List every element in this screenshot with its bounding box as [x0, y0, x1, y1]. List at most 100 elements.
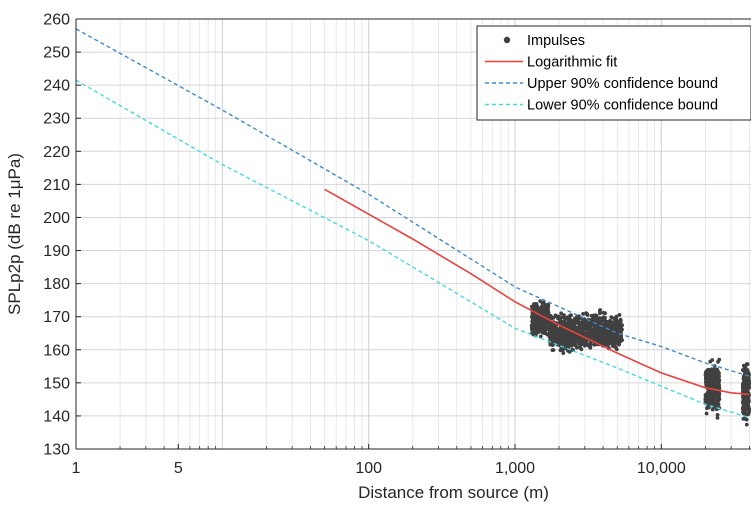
impulse-point: [601, 335, 605, 340]
impulse-point: [549, 326, 553, 331]
impulse-point: [579, 347, 584, 352]
impulse-point: [559, 335, 564, 340]
impulse-point: [592, 342, 597, 347]
impulse-point: [708, 402, 713, 407]
y-tick-label: 200: [43, 210, 70, 227]
impulse-point: [586, 320, 590, 325]
axes: 130 140 150 160 170 180 190 200 210 220 230 240 250 2…: [43, 12, 751, 477]
impulse-point: [609, 315, 614, 319]
impulse-point: [704, 411, 709, 416]
impulse-point: [717, 383, 721, 387]
impulse-point: [710, 390, 715, 394]
impulse-point: [745, 368, 750, 372]
impulse-point: [576, 329, 581, 334]
impulse-point: [746, 411, 751, 416]
impulse-point: [597, 319, 601, 324]
impulse-point: [549, 337, 554, 342]
impulse-point: [546, 305, 551, 310]
x-tick-label: 5: [174, 460, 183, 477]
y-tick-label: 180: [43, 276, 70, 293]
impulse-point: [556, 342, 561, 346]
impulse-point: [710, 407, 715, 412]
impulse-point: [742, 374, 746, 378]
impulse-point: [594, 331, 599, 336]
impulse-point: [537, 324, 541, 329]
impulse-point: [556, 335, 561, 340]
impulse-point: [617, 313, 622, 317]
impulse-point: [598, 328, 603, 333]
x-tick-label: 100: [355, 460, 382, 477]
impulse-point: [743, 364, 747, 368]
impulse-point: [605, 320, 610, 325]
impulse-point: [588, 342, 593, 346]
impulse-point: [553, 334, 558, 339]
impulse-point: [710, 370, 714, 375]
impulse-point: [617, 342, 621, 347]
impulse-point: [580, 327, 584, 331]
impulse-point: [613, 335, 618, 339]
y-tick-label: 190: [43, 243, 70, 260]
impulse-point: [614, 320, 619, 324]
impulse-point: [742, 416, 747, 421]
impulse-point: [742, 383, 747, 388]
impulse-point: [705, 382, 709, 387]
impulse-point: [594, 335, 598, 340]
lower-bound-line: [75, 79, 750, 419]
impulse-point: [614, 347, 619, 352]
impulse-point: [570, 341, 574, 346]
impulse-point: [614, 314, 619, 319]
impulse-point: [703, 393, 708, 398]
impulse-point: [716, 402, 721, 407]
impulse-point: [553, 330, 558, 334]
y-tick-label: 250: [43, 45, 70, 62]
impulse-point: [602, 325, 606, 329]
impulse-point: [745, 395, 750, 399]
impulse-point: [603, 338, 607, 342]
impulse-point: [709, 399, 713, 404]
impulse-point: [743, 387, 748, 392]
impulse-point: [703, 370, 708, 374]
impulse-point: [534, 314, 539, 318]
impulse-point: [707, 389, 712, 394]
y-tick-label: 150: [43, 375, 70, 392]
y-tick-label: 130: [43, 442, 70, 459]
impulse-point: [531, 329, 535, 334]
impulse-point: [707, 405, 711, 410]
impulse-point: [740, 406, 745, 411]
impulse-point: [614, 328, 619, 333]
impulse-point: [741, 368, 745, 372]
impulse-point: [561, 351, 566, 355]
impulse-point: [708, 359, 713, 364]
impulse-point: [537, 306, 542, 311]
impulse-point: [607, 338, 611, 343]
legend-marker-impulses: [503, 36, 511, 44]
impulse-point: [742, 380, 747, 385]
impulse-point: [717, 390, 721, 395]
impulse-point: [716, 369, 720, 374]
impulse-point: [536, 321, 540, 325]
impulse-point: [557, 338, 562, 343]
impulse-point: [598, 333, 602, 337]
impulse-point: [715, 416, 720, 420]
impulse-point: [582, 327, 587, 332]
impulse-point: [561, 348, 565, 352]
impulse-point: [706, 367, 711, 372]
impulse-point: [592, 328, 597, 333]
impulse-point: [612, 342, 617, 347]
impulse-point: [575, 339, 580, 344]
y-tick-label: 220: [43, 144, 70, 161]
impulse-point: [616, 322, 621, 327]
impulse-point: [744, 422, 749, 427]
y-axis-label: SPLp2p (dB re 1μPa): [5, 153, 24, 315]
y-tick-label: 210: [43, 177, 70, 194]
impulse-point: [715, 413, 720, 417]
impulse-point: [578, 321, 582, 326]
impulse-point: [562, 320, 567, 324]
impulse-point: [714, 392, 719, 397]
y-tick-label: 140: [43, 408, 70, 425]
impulse-point: [717, 357, 722, 362]
impulse-point: [609, 320, 614, 325]
impulse-point: [589, 322, 593, 327]
impulse-point: [588, 345, 593, 350]
